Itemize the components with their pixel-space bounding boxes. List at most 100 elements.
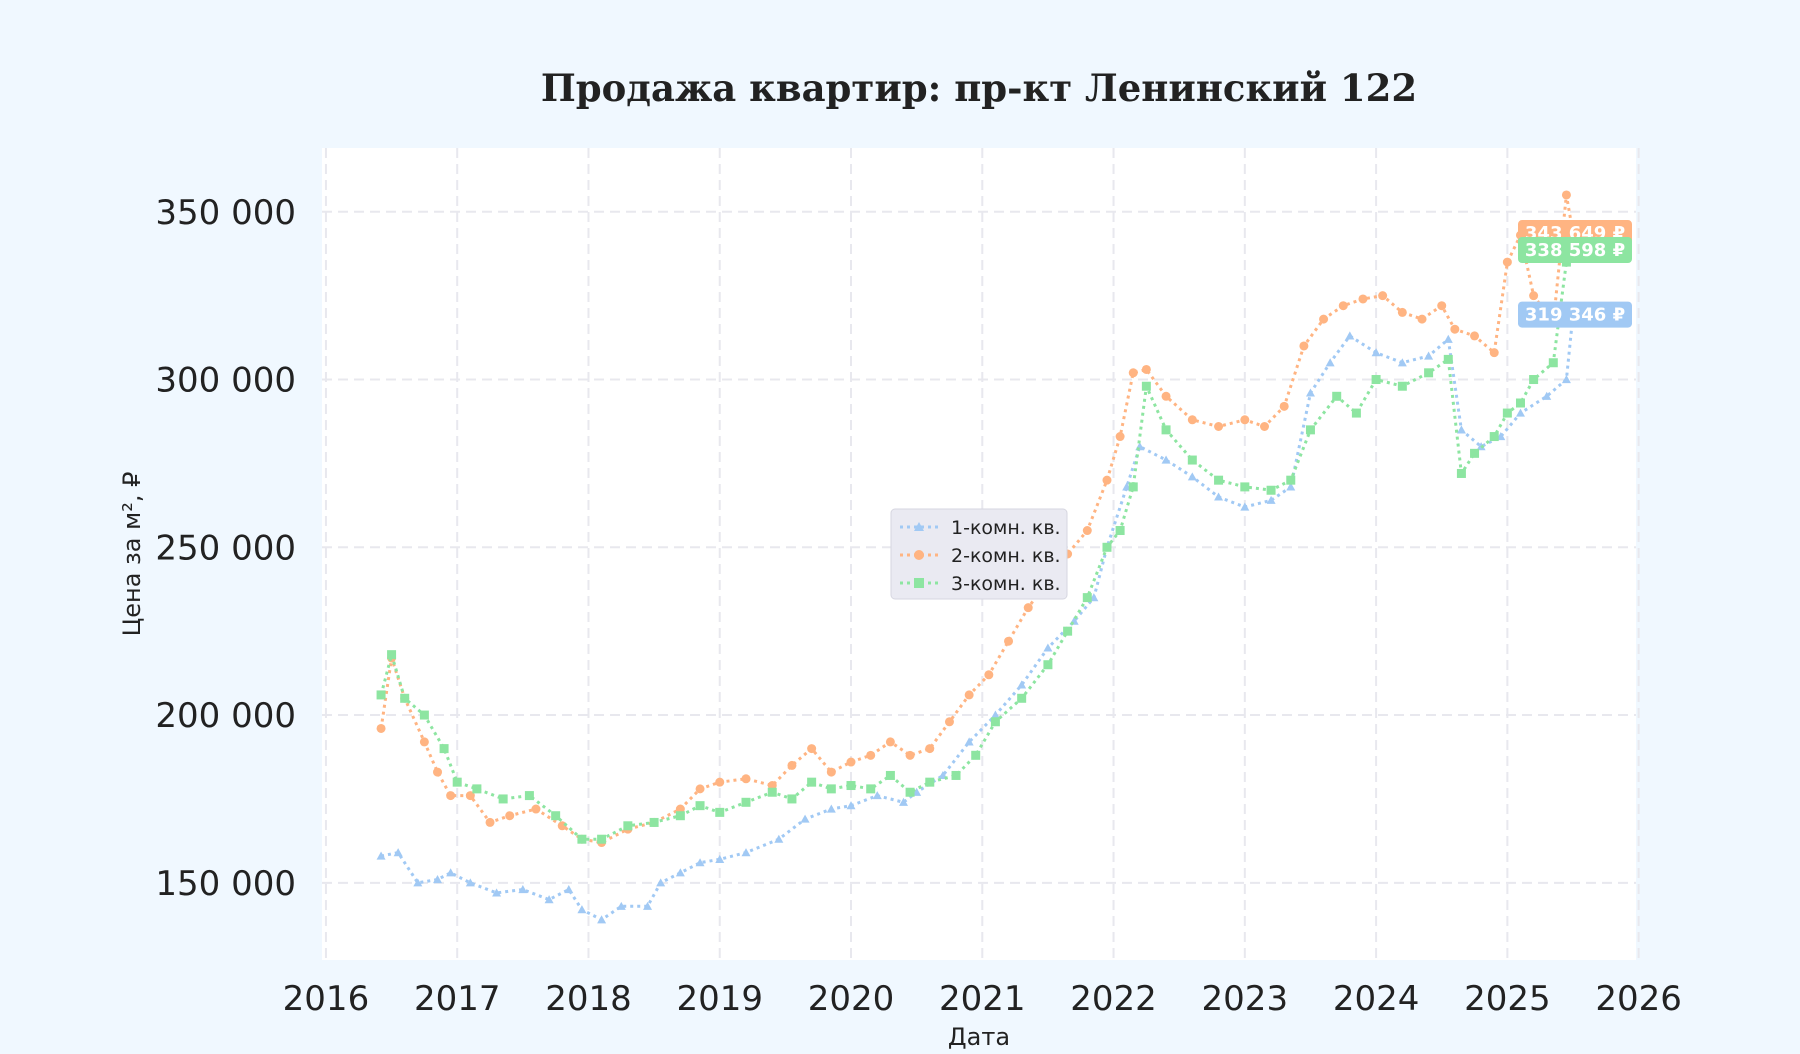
data-point	[964, 690, 974, 700]
data-point	[544, 895, 554, 904]
data-point	[1305, 388, 1315, 397]
data-point	[1102, 542, 1112, 552]
data-point	[1371, 375, 1381, 385]
end-label-text: 319 346 ₽	[1525, 305, 1625, 326]
data-point	[1437, 301, 1447, 311]
data-point	[1397, 358, 1407, 367]
data-point	[1266, 495, 1276, 504]
data-point	[376, 851, 386, 860]
y-tick-label: 200 000	[155, 696, 296, 736]
data-point	[774, 834, 784, 843]
data-point	[846, 757, 856, 767]
legend-label: 3-комн. кв.	[951, 573, 1061, 595]
data-point	[433, 874, 443, 884]
data-point	[498, 794, 508, 804]
data-point	[1187, 472, 1197, 481]
data-point	[597, 915, 607, 924]
data-point	[1004, 636, 1014, 646]
data-point	[1515, 398, 1525, 408]
data-point	[376, 723, 386, 733]
data-point	[439, 744, 449, 754]
data-point	[695, 784, 705, 794]
data-point	[1443, 354, 1453, 364]
data-point	[767, 787, 777, 797]
data-point	[925, 744, 935, 754]
data-point	[1456, 425, 1466, 434]
data-point	[1161, 425, 1171, 435]
data-point	[1082, 593, 1092, 603]
x-tick-labels: 2016 2017 2018 2019 2020 2021 2022 2023 2024 2025…	[283, 979, 1682, 1019]
data-point	[531, 804, 541, 814]
data-point	[656, 878, 666, 887]
data-point	[1397, 381, 1407, 391]
grid	[322, 148, 1640, 960]
data-point	[905, 750, 915, 760]
data-point	[1424, 368, 1434, 378]
data-point	[800, 814, 810, 823]
data-point	[866, 750, 876, 760]
legend-label: 1-комн. кв.	[951, 517, 1061, 539]
data-point	[1161, 391, 1171, 401]
data-point	[1489, 348, 1499, 358]
data-point	[1115, 526, 1125, 536]
data-point	[1358, 294, 1368, 304]
data-point	[951, 770, 961, 780]
data-point	[643, 901, 653, 910]
data-point	[1161, 455, 1171, 464]
data-point	[518, 885, 528, 894]
data-point	[1529, 375, 1539, 385]
data-point	[1489, 432, 1499, 442]
data-point	[1260, 421, 1270, 431]
end-label-box	[1518, 237, 1632, 264]
data-point	[1529, 291, 1539, 301]
data-point	[807, 744, 817, 754]
data-point	[1141, 364, 1151, 374]
y-tick-labels: 150 000 200 000 250 000 300 000 350 000	[155, 193, 296, 904]
data-point	[787, 794, 797, 804]
x-tick-label: 2021	[939, 979, 1026, 1019]
data-point	[1542, 391, 1552, 400]
data-point	[1470, 448, 1480, 458]
data-point	[964, 737, 974, 746]
end-label-text: 338 598 ₽	[1525, 240, 1625, 261]
data-point	[400, 693, 410, 703]
data-point	[1286, 475, 1296, 485]
data-point	[905, 787, 915, 797]
x-tick-label: 2024	[1333, 979, 1420, 1019]
data-point	[1017, 693, 1027, 703]
data-point	[376, 690, 386, 700]
data-point	[1424, 351, 1434, 360]
data-point	[925, 777, 935, 787]
data-point	[419, 737, 429, 747]
data-point	[990, 710, 1000, 719]
data-point	[1443, 334, 1453, 343]
x-tick-label: 2018	[545, 979, 632, 1019]
data-point	[715, 854, 725, 863]
legend-item: 3-комн. кв.	[900, 573, 1061, 595]
data-point	[826, 784, 836, 794]
data-point	[807, 777, 817, 787]
data-point	[1017, 680, 1027, 689]
data-point	[1063, 626, 1073, 636]
data-point	[1561, 190, 1571, 200]
data-point	[1305, 425, 1315, 435]
data-point	[1214, 475, 1224, 485]
data-point	[899, 797, 909, 806]
data-point	[741, 797, 751, 807]
data-point	[1102, 475, 1112, 485]
series-1	[376, 310, 1578, 924]
data-point	[1456, 468, 1466, 478]
x-tick-label: 2020	[808, 979, 895, 1019]
data-point	[1023, 603, 1033, 613]
data-point	[577, 905, 587, 914]
data-point	[1240, 502, 1250, 511]
data-point	[715, 777, 725, 787]
data-point	[1187, 455, 1197, 465]
data-point	[1286, 482, 1296, 491]
x-axis-label: Дата	[948, 1023, 1010, 1050]
data-point	[675, 811, 685, 821]
data-point	[505, 811, 515, 821]
data-point	[1325, 358, 1335, 367]
legend-item: 2-комн. кв.	[900, 545, 1061, 567]
